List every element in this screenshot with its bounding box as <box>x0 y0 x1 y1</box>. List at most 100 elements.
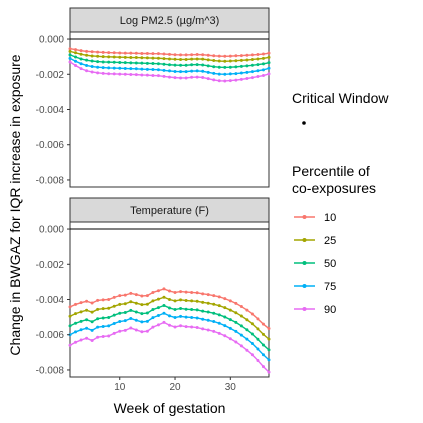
series-point-50 <box>195 308 199 312</box>
series-point-50 <box>256 63 260 67</box>
series-point-25 <box>79 310 83 314</box>
series-point-10 <box>118 51 122 55</box>
series-point-25 <box>212 302 216 306</box>
series-point-50 <box>79 57 83 61</box>
series-point-90 <box>212 78 216 82</box>
series-point-75 <box>239 333 243 337</box>
series-point-10 <box>68 305 72 309</box>
series-point-25 <box>145 56 149 60</box>
series-point-90 <box>145 73 149 77</box>
series-point-90 <box>96 71 100 75</box>
series-point-10 <box>245 53 249 57</box>
series-point-25 <box>145 302 149 306</box>
series-point-90 <box>228 79 232 83</box>
series-point-75 <box>168 314 171 318</box>
series-point-50 <box>140 312 144 316</box>
series-point-25 <box>195 299 199 303</box>
panel-pm25-series <box>68 47 271 83</box>
series-point-75 <box>101 324 105 328</box>
legend-critical-window-title: Critical Window <box>292 90 389 106</box>
series-point-50 <box>261 62 265 66</box>
series-point-50 <box>206 310 210 314</box>
series-point-10 <box>212 294 216 298</box>
x-tick-label: 10 <box>114 382 126 393</box>
series-point-75 <box>256 347 260 351</box>
series-point-10 <box>228 54 232 58</box>
series-point-10 <box>129 291 133 295</box>
series-point-50 <box>118 311 122 315</box>
legend-percentile-title-line2: co-exposures <box>292 180 376 196</box>
series-point-25 <box>156 297 160 301</box>
series-point-75 <box>140 320 144 324</box>
series-point-10 <box>256 317 260 321</box>
series-point-25 <box>228 308 232 312</box>
series-point-75 <box>79 62 83 66</box>
series-point-75 <box>151 316 155 320</box>
series-point-50 <box>261 343 265 347</box>
series-point-90 <box>90 70 94 74</box>
series-point-90 <box>190 75 194 79</box>
series-point-25 <box>267 55 271 59</box>
panel-pm25-strip <box>69 7 270 33</box>
series-point-90 <box>234 78 238 82</box>
series-point-75 <box>118 66 122 70</box>
series-point-10 <box>79 49 83 53</box>
series-point-50 <box>151 62 155 66</box>
series-point-25 <box>223 59 227 63</box>
series-point-25 <box>245 58 249 62</box>
series-point-10 <box>79 301 83 305</box>
series-point-25 <box>140 303 144 307</box>
series-point-90 <box>267 72 271 76</box>
series-point-50 <box>184 63 188 67</box>
series-point-90 <box>256 358 260 362</box>
series-point-25 <box>250 57 254 61</box>
series-point-50 <box>179 63 183 67</box>
series-point-75 <box>179 70 183 74</box>
series-point-10 <box>90 50 94 54</box>
panel-pm25-title: Log PM2.5 (µg/m^3) <box>120 15 220 27</box>
series-point-75 <box>85 326 89 330</box>
y-tick-label: -0.006 <box>36 330 65 341</box>
series-point-25 <box>267 337 271 341</box>
series-point-25 <box>151 56 155 60</box>
series-point-25 <box>156 56 160 60</box>
series-point-75 <box>96 325 100 329</box>
series-point-10 <box>96 50 100 54</box>
series-point-10 <box>162 52 166 56</box>
series-point-90 <box>129 72 133 76</box>
series-point-50 <box>201 63 205 67</box>
series-point-10 <box>107 298 111 301</box>
series-point-75 <box>234 72 238 76</box>
series-point-10 <box>85 49 89 53</box>
series-point-90 <box>245 348 249 352</box>
series-point-10 <box>250 312 254 316</box>
series-point-75 <box>156 68 160 72</box>
series-point-10 <box>118 294 122 298</box>
series-point-25 <box>261 332 265 336</box>
series-point-50 <box>145 311 149 315</box>
series-point-50 <box>245 64 249 68</box>
series-point-75 <box>217 321 221 325</box>
series-point-50 <box>107 60 111 64</box>
series-point-75 <box>173 69 177 73</box>
series-point-25 <box>239 314 243 318</box>
series-point-10 <box>101 298 105 302</box>
series-point-90 <box>123 72 127 76</box>
series-point-10 <box>129 51 133 55</box>
series-point-10 <box>134 293 138 297</box>
series-point-25 <box>250 322 254 326</box>
series-point-25 <box>123 55 127 59</box>
series-point-90 <box>118 72 122 76</box>
series-point-75 <box>250 70 254 74</box>
series-point-50 <box>79 319 83 323</box>
series-point-10 <box>206 293 210 297</box>
series-point-75 <box>206 318 210 322</box>
legend-critical-window-key <box>302 121 306 125</box>
series-point-50 <box>107 315 111 319</box>
series-point-10 <box>96 298 100 302</box>
series-point-10 <box>145 294 149 298</box>
series-point-90 <box>228 337 232 341</box>
series-point-90 <box>85 69 89 73</box>
series-point-90 <box>79 67 83 71</box>
series-point-10 <box>173 290 177 294</box>
